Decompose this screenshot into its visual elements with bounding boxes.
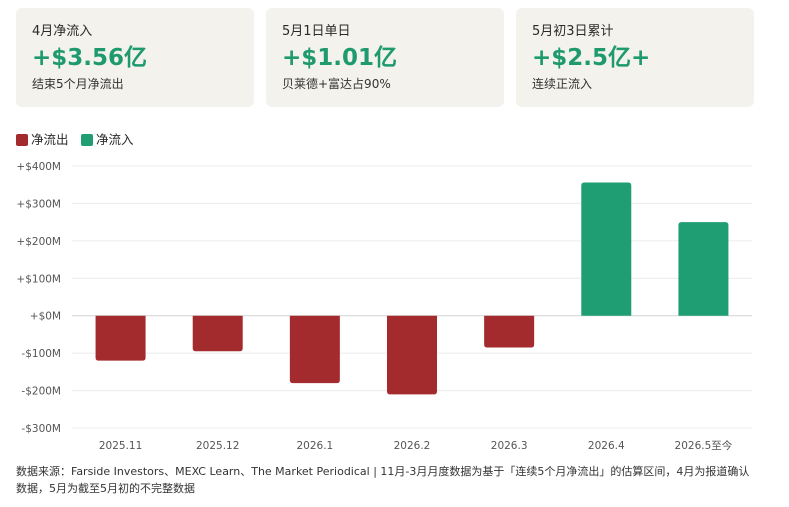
bar-2026.5至今 — [678, 222, 729, 316]
y-tick-label: +$100M — [16, 273, 61, 285]
card-value: +$3.56亿 — [32, 45, 148, 71]
x-tick-label: 2026.4 — [588, 440, 625, 452]
y-tick-label: +$0M — [30, 311, 61, 323]
x-tick-label: 2026.1 — [296, 440, 333, 452]
legend-swatch-inflow — [81, 134, 93, 146]
x-tick-label: 2025.12 — [196, 440, 239, 452]
bar-2026.3 — [484, 315, 535, 348]
legend-swatch-outflow — [16, 134, 28, 146]
card-note: 贝莱德+富达占90% — [282, 77, 391, 91]
x-tick-label: 2026.2 — [394, 440, 431, 452]
bar-chart: +$400M +$300M +$200M +$100M +$0M -$100M -$200M… — [16, 161, 752, 452]
card-april-inflow: 4月净流入 +$3.56亿 结束5个月净流出 — [16, 8, 254, 107]
x-tick-label: 2026.3 — [491, 440, 528, 452]
x-tick-label: 2025.11 — [99, 440, 142, 452]
summary-cards: 4月净流入 +$3.56亿 结束5个月净流出 5月1日单日 +$1.01亿 贝莱… — [16, 8, 754, 107]
card-label: 5月初3日累计 — [532, 24, 614, 39]
legend-label: 净流出 — [31, 132, 69, 147]
y-tick-label: -$300M — [21, 423, 61, 435]
source-footnote: 数据来源：Farside Investors、MEXC Learn、The Ma… — [16, 465, 750, 495]
y-tick-label: +$200M — [16, 236, 61, 248]
x-tick-label: 2026.5至今 — [675, 439, 733, 452]
card-label: 5月1日单日 — [282, 24, 351, 39]
bar-2026.1 — [289, 315, 340, 384]
bar-2025.11 — [95, 315, 146, 361]
card-label: 4月净流入 — [32, 24, 93, 39]
card-value: +$1.01亿 — [282, 45, 398, 71]
card-may1-single-day: 5月1日单日 +$1.01亿 贝莱德+富达占90% — [266, 8, 504, 107]
y-tick-label: +$400M — [16, 161, 61, 173]
bar-2026.4 — [581, 182, 632, 316]
bar-2025.12 — [192, 315, 243, 352]
y-tick-label: -$200M — [21, 386, 61, 398]
card-note: 连续正流入 — [532, 77, 593, 91]
y-tick-label: -$100M — [21, 348, 61, 360]
card-note: 结束5个月净流出 — [32, 77, 124, 91]
bar-2026.2 — [387, 315, 437, 395]
legend-label: 净流入 — [96, 132, 134, 147]
card-may-cumulative: 5月初3日累计 +$2.5亿+ 连续正流入 — [516, 8, 754, 107]
card-value: +$2.5亿+ — [532, 45, 651, 71]
y-tick-label: +$300M — [16, 198, 61, 210]
